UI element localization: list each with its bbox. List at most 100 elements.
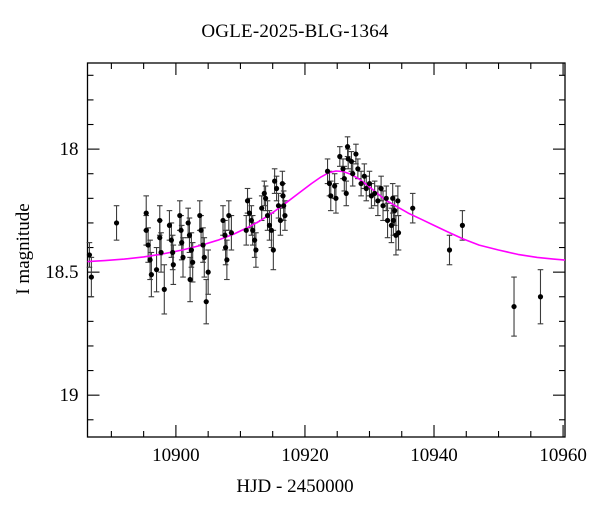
- data-point: [187, 276, 193, 283]
- y-tick-label: 19: [60, 385, 79, 406]
- data-point: [244, 198, 251, 204]
- data-point: [279, 180, 285, 187]
- y-tick-label: 18.5: [45, 262, 78, 283]
- data-point: [250, 227, 256, 233]
- data-point: [261, 190, 267, 197]
- data-point: [383, 195, 389, 201]
- data-point: [157, 217, 163, 224]
- data-point: [253, 247, 259, 253]
- data-point: [264, 212, 271, 219]
- data-point: [350, 171, 356, 177]
- x-tick-label: 10940: [410, 445, 458, 466]
- data-point: [384, 217, 391, 224]
- data-point: [161, 286, 167, 292]
- data-point: [332, 183, 338, 189]
- data-point: [446, 247, 453, 253]
- data-point: [198, 227, 204, 233]
- data-point: [259, 205, 265, 211]
- data-point: [145, 242, 151, 248]
- data-point: [355, 166, 361, 172]
- data-point: [395, 230, 402, 236]
- data-points: [86, 144, 544, 310]
- data-point: [337, 153, 343, 160]
- data-point: [200, 242, 206, 248]
- tick-labels: 10900 10920 10940 10960 18 18.5 19: [45, 139, 587, 466]
- data-point: [273, 185, 280, 192]
- data-point: [537, 294, 544, 300]
- data-point: [205, 269, 211, 275]
- data-point: [268, 227, 275, 233]
- x-tick-label: 10900: [152, 445, 200, 466]
- data-point: [190, 259, 196, 265]
- data-point: [166, 222, 173, 228]
- x-tick-label: 10960: [539, 445, 587, 466]
- data-point: [333, 195, 339, 201]
- data-point: [324, 168, 331, 174]
- x-axis-label: HJD - 2450000: [236, 476, 354, 497]
- data-point: [272, 178, 278, 184]
- data-point: [282, 212, 288, 219]
- data-point: [170, 262, 176, 268]
- data-point: [363, 185, 369, 192]
- data-point: [358, 180, 364, 187]
- data-point: [326, 180, 333, 187]
- data-point: [157, 235, 163, 241]
- data-point: [372, 190, 378, 197]
- data-point: [511, 303, 517, 310]
- data-point: [366, 180, 373, 187]
- data-point: [459, 222, 466, 228]
- data-point: [158, 249, 164, 256]
- data-point: [353, 151, 359, 157]
- chart-title: OGLE-2025-BLG-1364: [201, 21, 389, 42]
- data-point: [243, 227, 249, 233]
- data-point: [328, 193, 334, 199]
- data-point: [153, 267, 160, 273]
- data-point: [361, 173, 367, 179]
- data-point: [266, 222, 273, 228]
- axis-ticks: [87, 63, 565, 437]
- data-point: [222, 232, 228, 238]
- data-point: [340, 166, 346, 172]
- data-point: [220, 217, 226, 224]
- data-point: [148, 272, 154, 278]
- data-point: [280, 193, 286, 199]
- data-point: [375, 198, 381, 204]
- data-point: [186, 232, 193, 238]
- error-bars: [86, 136, 544, 337]
- data-point: [246, 210, 253, 216]
- plot-frame: [86, 62, 566, 438]
- data-point: [226, 212, 232, 219]
- data-point: [380, 203, 386, 209]
- data-point: [390, 217, 396, 224]
- data-point: [277, 217, 284, 224]
- data-point: [177, 212, 183, 219]
- data-point: [392, 208, 398, 214]
- model-curve: [87, 170, 566, 263]
- data-point: [224, 257, 230, 263]
- data-point: [228, 230, 234, 236]
- data-point: [188, 247, 194, 253]
- x-tick-label: 10920: [281, 445, 329, 466]
- data-point: [252, 237, 258, 243]
- data-point: [378, 185, 384, 192]
- data-point: [281, 203, 287, 209]
- data-point: [343, 190, 349, 197]
- data-point: [270, 247, 276, 253]
- data-point: [185, 220, 191, 226]
- data-point: [86, 252, 93, 258]
- data-point: [143, 227, 149, 233]
- data-point: [262, 195, 269, 201]
- data-point: [88, 274, 94, 280]
- data-point: [179, 240, 185, 246]
- data-point: [222, 244, 229, 251]
- data-point: [348, 158, 355, 165]
- data-point: [344, 144, 351, 150]
- data-point: [388, 222, 395, 228]
- data-point: [113, 220, 120, 226]
- data-point: [341, 176, 347, 182]
- data-point: [275, 203, 282, 209]
- data-point: [168, 237, 174, 243]
- data-point: [197, 212, 203, 219]
